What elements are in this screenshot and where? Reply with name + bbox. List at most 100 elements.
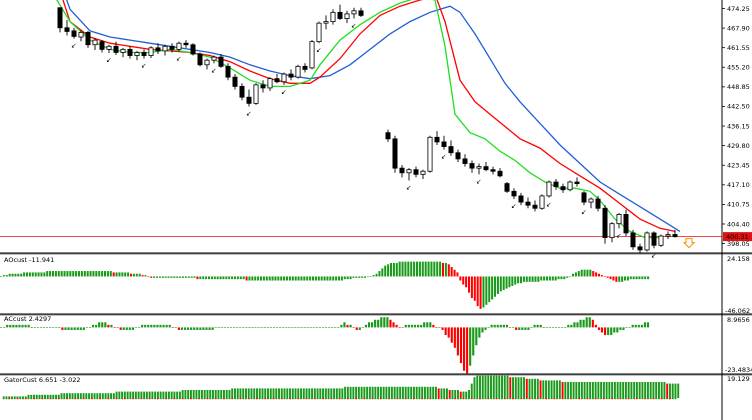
gator-upper-bar bbox=[115, 391, 118, 398]
gator-upper-bar bbox=[605, 382, 608, 398]
ac-bar bbox=[410, 261, 413, 277]
ao-bar bbox=[251, 327, 254, 328]
gator-lower-bar bbox=[223, 398, 225, 400]
gator-lower-bar bbox=[434, 398, 437, 400]
ao-bar bbox=[499, 324, 502, 328]
gator-upper-bar bbox=[330, 388, 333, 398]
ao-bar bbox=[214, 327, 217, 328]
gator-lower-bar bbox=[490, 398, 492, 400]
ao-bar bbox=[190, 327, 193, 330]
gator-upper-bar bbox=[52, 394, 55, 398]
gator-lower-bar bbox=[597, 398, 600, 400]
gator-lower-bar bbox=[368, 398, 371, 400]
ao-bar bbox=[554, 327, 558, 328]
ac-bar bbox=[554, 276, 557, 281]
ac-bar bbox=[606, 276, 609, 278]
gator-lower-bar bbox=[187, 398, 190, 400]
gator-upper-bar bbox=[556, 380, 559, 398]
ac-bar bbox=[595, 272, 598, 277]
ao-bar bbox=[36, 327, 39, 328]
ao-bar bbox=[340, 324, 343, 328]
gator-lower-bar bbox=[616, 398, 619, 400]
ac-bar bbox=[245, 276, 248, 281]
gator-upper-bar bbox=[30, 394, 33, 398]
ao-bar bbox=[343, 322, 346, 328]
candle bbox=[120, 48, 126, 53]
gator-upper-bar bbox=[385, 386, 388, 398]
ao-bar bbox=[646, 322, 650, 328]
ac-bar bbox=[618, 276, 621, 282]
ao-bar bbox=[548, 327, 551, 328]
gator-upper-bar bbox=[520, 377, 523, 398]
candle bbox=[106, 45, 112, 50]
ac-bar bbox=[442, 262, 445, 277]
candle bbox=[64, 27, 70, 32]
gator-upper-bar bbox=[583, 382, 586, 398]
gator-upper-bar bbox=[283, 388, 286, 398]
candle bbox=[413, 169, 419, 175]
gator-upper-bar bbox=[234, 388, 236, 398]
alligator-lips-line bbox=[56, 0, 660, 239]
ao-bar bbox=[334, 327, 337, 328]
ao-bar bbox=[527, 327, 530, 330]
ac-bar bbox=[612, 276, 615, 281]
gator-upper-bar bbox=[41, 394, 44, 398]
gator-upper-bar bbox=[145, 391, 148, 398]
gator-lower-bar bbox=[239, 398, 242, 400]
ao-bar bbox=[104, 322, 107, 328]
gator-upper-bar bbox=[404, 386, 407, 398]
candle bbox=[658, 235, 664, 246]
ao-bar bbox=[481, 327, 484, 333]
gator-upper-bar bbox=[567, 382, 570, 398]
ac-bar bbox=[511, 276, 514, 286]
gator-upper-bar bbox=[275, 388, 278, 398]
ac-bar bbox=[57, 271, 60, 277]
ao-bar bbox=[153, 324, 156, 328]
gator-upper-bar bbox=[118, 391, 121, 398]
ao-bar bbox=[101, 322, 104, 328]
gator-lower-bar bbox=[170, 398, 173, 400]
gator-lower-bar bbox=[564, 398, 567, 400]
gator-upper-bar bbox=[242, 388, 245, 398]
ac-bar bbox=[109, 271, 112, 277]
ao-bar bbox=[18, 324, 21, 328]
gator-upper-bar bbox=[245, 388, 247, 398]
ao-bar bbox=[472, 327, 475, 356]
ac-bar bbox=[326, 276, 329, 281]
gator-upper-bar bbox=[586, 382, 589, 398]
fractal-marker: ↙ bbox=[106, 56, 111, 64]
gator-lower-bar bbox=[264, 398, 267, 400]
gator-lower-bar bbox=[484, 398, 487, 400]
ao-bar bbox=[576, 322, 579, 328]
candle bbox=[127, 48, 133, 56]
ac-bar bbox=[418, 261, 421, 277]
gator-lower-bar bbox=[556, 398, 559, 400]
gator-lower-bar bbox=[578, 398, 581, 400]
ac-bar bbox=[43, 272, 46, 277]
ao-bar bbox=[423, 322, 426, 328]
gator-upper-bar bbox=[220, 390, 223, 398]
ao-bar bbox=[561, 327, 564, 328]
ao-bar bbox=[367, 322, 371, 328]
candle bbox=[434, 136, 440, 143]
gator-lower-bar bbox=[501, 398, 503, 400]
ac-bar bbox=[580, 269, 583, 277]
gator-upper-bar bbox=[151, 391, 154, 398]
gator-upper-bar bbox=[35, 394, 38, 398]
gator-upper-bar bbox=[399, 386, 402, 398]
gator-upper-bar bbox=[88, 393, 91, 398]
ac-bar bbox=[566, 276, 569, 278]
ao-bar bbox=[564, 327, 567, 328]
gator-upper-bar bbox=[545, 380, 548, 398]
ao-bar bbox=[162, 324, 165, 328]
candle bbox=[504, 183, 510, 192]
ao-bar bbox=[512, 327, 515, 328]
ac-bar bbox=[280, 276, 283, 281]
ao-bar bbox=[429, 322, 432, 328]
gator-lower-bar bbox=[145, 398, 148, 400]
price-tick-label: 417.10 bbox=[727, 181, 750, 189]
gator-lower-bar bbox=[52, 398, 55, 400]
fractal-marker: ↙ bbox=[546, 200, 551, 208]
gator-lower-bar bbox=[520, 398, 523, 400]
